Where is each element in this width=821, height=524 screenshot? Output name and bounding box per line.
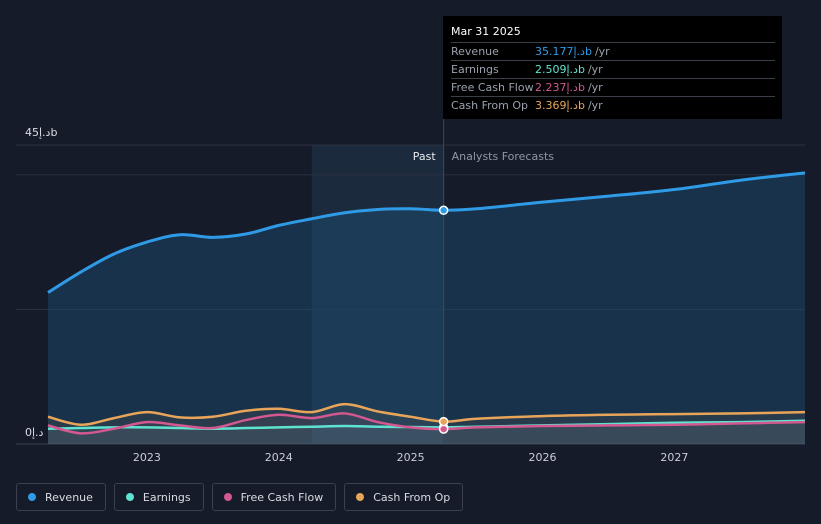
revenue-dot-icon <box>28 493 36 501</box>
legend-item-free-cash-flow[interactable]: Free Cash Flow <box>211 483 337 511</box>
cfo-dot-icon <box>356 493 365 501</box>
x-tick-label: 2027 <box>660 451 688 464</box>
fcf-dot-icon <box>223 493 232 501</box>
tooltip-unit: /yr <box>594 45 610 58</box>
legend-label: Cash From Op <box>373 490 451 504</box>
cash-from-op-area <box>48 404 805 444</box>
tooltip-row-cash-from-op: Cash From Op 3.369د.إb /yr <box>451 96 775 114</box>
revenue-area <box>48 172 805 444</box>
past-label: Past <box>413 150 437 163</box>
revenue-area <box>48 172 805 444</box>
past-highlight-band <box>311 145 444 444</box>
tooltip-label: Earnings <box>451 63 499 76</box>
tooltip-label: Free Cash Flow <box>451 81 534 94</box>
earnings-line <box>47 419 806 430</box>
y-axis-bottom-label: 0د.إ <box>25 426 44 439</box>
x-tick-label: 2023 <box>133 451 161 464</box>
series-lines <box>47 171 806 435</box>
x-tick-label: 2026 <box>529 451 557 464</box>
legend-item-revenue[interactable]: Revenue <box>16 483 106 511</box>
cash-from-op-marker <box>438 416 449 427</box>
x-axis-ticks: 2023 2024 2025 2026 2027 <box>133 451 689 464</box>
legend-item-cash-from-op[interactable]: Cash From Op <box>344 483 464 511</box>
tooltip: Mar 31 2025 Revenue 35.177د.إb /yr Earni… <box>443 16 782 119</box>
forecast-label: Analysts Forecasts <box>452 150 555 163</box>
tooltip-row-revenue: Revenue 35.177د.إb /yr <box>451 42 775 60</box>
tooltip-row-free-cash-flow: Free Cash Flow 2.237د.إb /yr <box>451 78 775 96</box>
legend-label: Free Cash Flow <box>240 490 324 504</box>
cash-from-op-line <box>47 402 806 426</box>
tooltip-label: Revenue <box>451 45 499 58</box>
tooltip-unit: /yr <box>587 81 603 94</box>
tooltip-value: 35.177د.إb <box>535 45 592 58</box>
legend-item-earnings[interactable]: Earnings <box>113 483 204 511</box>
y-axis-top-label: 45د.إb <box>25 126 57 139</box>
revenue-line <box>47 171 806 294</box>
tooltip-value: 2.509د.إb <box>535 63 585 76</box>
x-tick-label: 2024 <box>265 451 293 464</box>
tooltip-value: 2.237د.إb <box>535 81 585 94</box>
tooltip-value: 3.369د.إb <box>535 99 585 112</box>
tooltip-unit: /yr <box>587 99 603 112</box>
earnings-dot-icon <box>125 493 134 501</box>
tooltip-row-earnings: Earnings 2.509د.إb /yr <box>451 60 775 78</box>
free-cash-flow-line <box>47 412 806 435</box>
gridlines <box>16 144 805 445</box>
revenue-marker <box>438 205 449 216</box>
series-markers <box>438 205 449 434</box>
tooltip-label: Cash From Op <box>451 99 529 112</box>
legend: Revenue Earnings Free Cash Flow Cash Fro… <box>16 483 464 511</box>
legend-label: Revenue <box>45 490 93 504</box>
legend-label: Earnings <box>142 490 191 504</box>
tooltip-unit: /yr <box>587 63 603 76</box>
tooltip-date: Mar 31 2025 <box>451 25 521 38</box>
x-tick-label: 2025 <box>397 451 425 464</box>
